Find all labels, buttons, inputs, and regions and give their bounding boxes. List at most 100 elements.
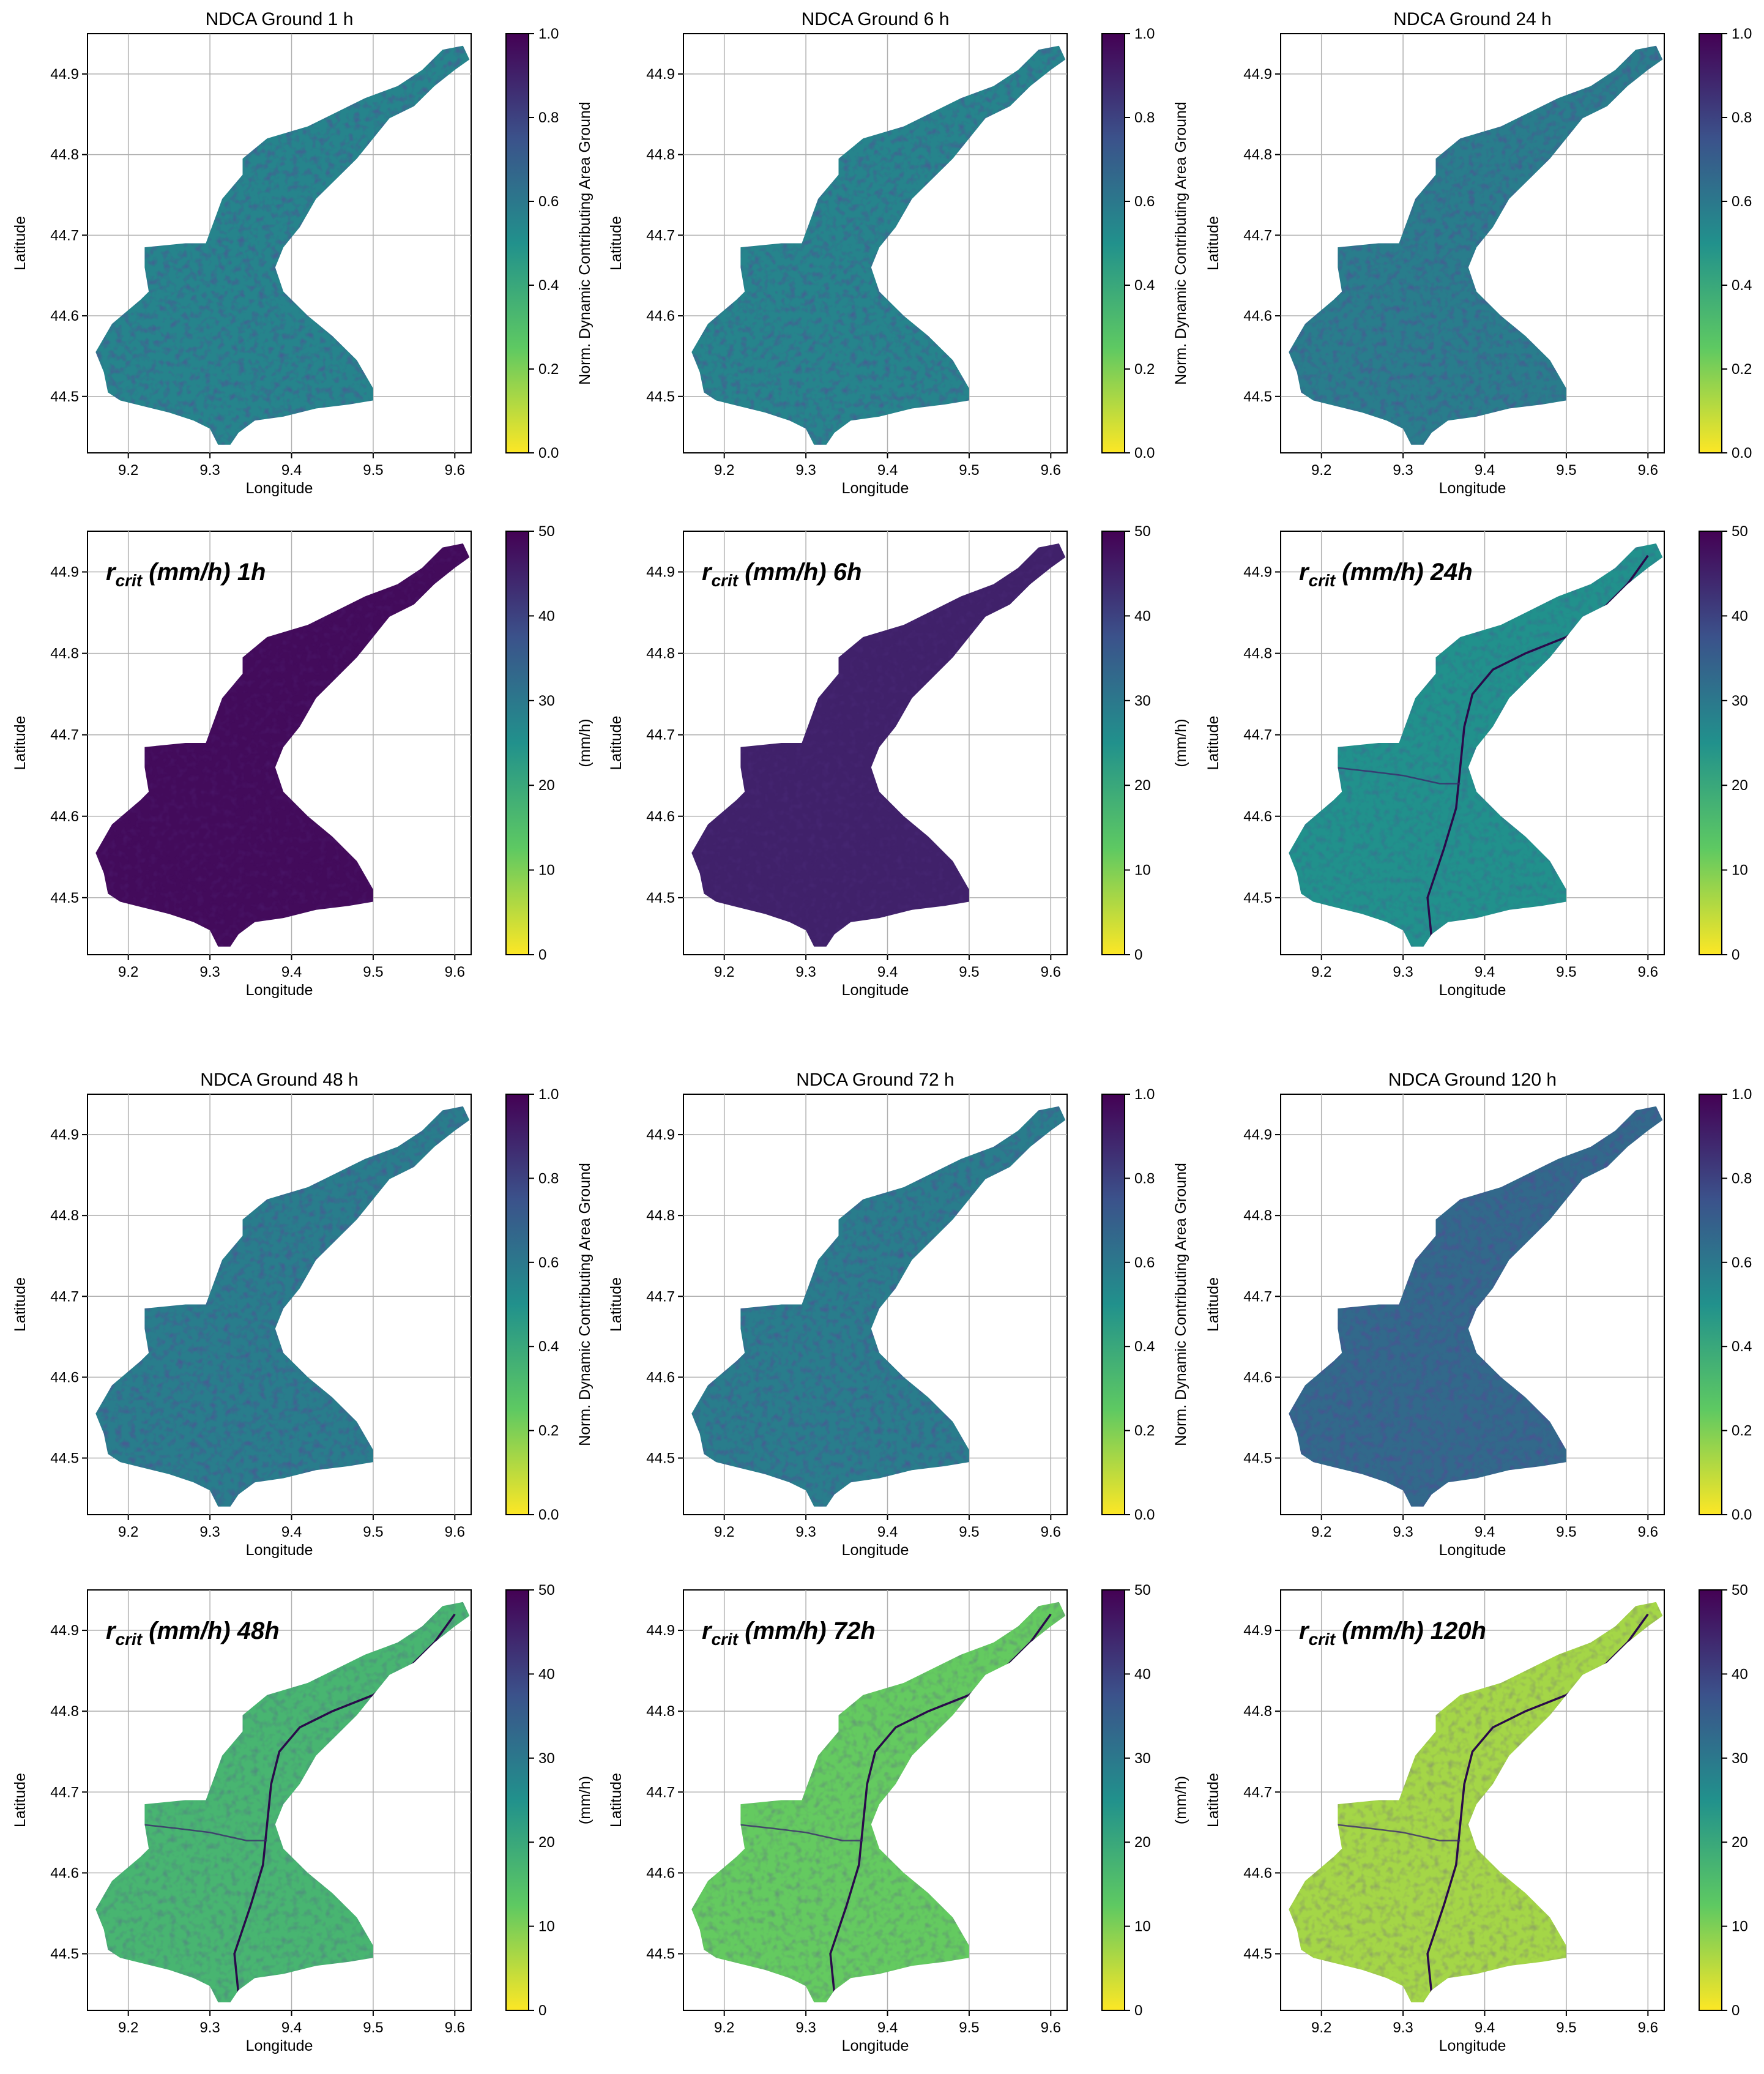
- y-tick-label: 44.8: [50, 1703, 79, 1720]
- x-tick-label: 9.6: [445, 1524, 465, 1540]
- x-tick-label: 9.4: [1475, 2020, 1495, 2036]
- colorbar-tick-label: 0.4: [538, 277, 559, 294]
- colorbar-tick-label: 30: [538, 1750, 555, 1767]
- colorbar: [1101, 33, 1125, 453]
- x-tick-label: 9.4: [281, 2020, 302, 2036]
- colorbar-tick-label: 0.2: [538, 361, 559, 378]
- x-axis-label: Longitude: [1439, 982, 1506, 999]
- x-tick-label: 9.4: [1475, 462, 1495, 479]
- y-axis-label: Latitude: [608, 716, 625, 770]
- x-tick-label: 9.5: [959, 2020, 979, 2036]
- colorbar-tick-label: 0.2: [1134, 1423, 1155, 1439]
- y-tick-label: 44.8: [1243, 147, 1272, 163]
- y-tick-label: 44.5: [50, 389, 79, 405]
- y-axis-label: Latitude: [1205, 716, 1222, 770]
- y-tick-label: 44.7: [646, 227, 675, 244]
- x-tick-label: 9.5: [1556, 462, 1576, 479]
- x-axis-label: Longitude: [246, 1542, 313, 1559]
- panel-label: rcrit (mm/h) 72h: [702, 1617, 876, 1649]
- colorbar-tick-label: 1.0: [1134, 26, 1155, 42]
- y-tick-label: 44.5: [646, 1450, 675, 1467]
- map-panel: 9.2 9.3 9.4 9.5 9.6 44.5 44.6 44.7 44.8 44.9 Longi…: [1205, 1582, 1748, 2054]
- x-tick-label: 9.4: [877, 1524, 898, 1540]
- y-axis-label: Latitude: [12, 1277, 29, 1332]
- x-tick-label: 9.5: [363, 964, 383, 980]
- panel-label: rcrit (mm/h) 6h: [702, 559, 862, 590]
- colorbar-tick-label: 0.6: [1732, 1255, 1752, 1271]
- colorbar-tick-label: 1.0: [538, 1086, 559, 1103]
- colorbar: [1699, 1094, 1722, 1515]
- colorbar-tick-label: 0.6: [1134, 1255, 1155, 1271]
- y-axis-label: Latitude: [1205, 1277, 1222, 1332]
- colorbar: [1699, 531, 1722, 955]
- colorbar-tick-label: 0.4: [1732, 277, 1752, 294]
- y-tick-label: 44.9: [1243, 66, 1272, 83]
- map-panel: 9.2 9.3 9.4 9.5 9.6 44.5 44.6 44.7 44.8 44.9 Longi…: [12, 1582, 594, 2054]
- colorbar-tick-label: 40: [1134, 608, 1151, 624]
- x-tick-label: 9.5: [1556, 1524, 1576, 1540]
- y-tick-label: 44.8: [646, 1703, 675, 1720]
- colorbar-tick-label: 1.0: [1134, 1086, 1155, 1103]
- y-tick-label: 44.7: [1243, 727, 1272, 744]
- y-tick-label: 44.6: [50, 1865, 79, 1881]
- y-axis-label: Latitude: [12, 1773, 29, 1827]
- colorbar-tick-label: 0.0: [1732, 1507, 1752, 1523]
- colorbar-tick-label: 10: [1732, 862, 1748, 879]
- colorbar-tick-label: 40: [1732, 608, 1748, 624]
- x-tick-label: 9.6: [1041, 1524, 1061, 1540]
- x-tick-label: 9.5: [363, 2020, 383, 2036]
- x-tick-label: 9.4: [281, 964, 302, 980]
- x-tick-label: 9.2: [118, 1524, 138, 1540]
- colorbar-tick-label: 50: [538, 1582, 555, 1598]
- x-tick-label: 9.5: [959, 1524, 979, 1540]
- x-axis-label: Longitude: [1439, 2037, 1506, 2054]
- y-tick-label: 44.5: [646, 389, 675, 405]
- colorbar-tick-label: 1.0: [1732, 1086, 1752, 1103]
- colorbar-tick-label: 0.8: [1134, 110, 1155, 126]
- colorbar-label: Norm. Dynamic Contributing Area Ground: [1172, 1163, 1189, 1446]
- x-tick-label: 9.5: [959, 964, 979, 980]
- colorbar-tick-label: 0: [1134, 947, 1142, 963]
- y-tick-label: 44.8: [646, 646, 675, 662]
- x-axis-label: Longitude: [842, 1542, 909, 1559]
- colorbar-tick-label: 0.2: [538, 1423, 559, 1439]
- x-tick-label: 9.6: [1638, 2020, 1658, 2036]
- y-tick-label: 44.5: [50, 1450, 79, 1467]
- river-network: [1333, 766, 1461, 785]
- colorbar-tick-label: 50: [1732, 523, 1748, 540]
- y-axis-label: Latitude: [608, 1277, 625, 1332]
- x-tick-label: 9.2: [714, 462, 734, 479]
- colorbar-tick-label: 0: [1732, 2002, 1740, 2019]
- y-tick-label: 44.5: [1243, 1946, 1272, 1963]
- y-tick-label: 44.6: [1243, 308, 1272, 324]
- panel-title: NDCA Ground 120 h: [1388, 1070, 1557, 1090]
- y-tick-label: 44.9: [1243, 564, 1272, 581]
- y-tick-label: 44.7: [646, 727, 675, 744]
- y-tick-label: 44.5: [646, 1946, 675, 1963]
- x-tick-label: 9.3: [199, 1524, 220, 1540]
- y-tick-label: 44.8: [646, 147, 675, 163]
- y-tick-label: 44.9: [646, 564, 675, 581]
- colorbar-tick-label: 30: [1134, 693, 1151, 709]
- y-tick-label: 44.8: [1243, 1207, 1272, 1224]
- panel-label: rcrit (mm/h) 24h: [1299, 559, 1473, 590]
- panel-title: NDCA Ground 72 h: [796, 1070, 954, 1090]
- colorbar-tick-label: 0.6: [1732, 193, 1752, 210]
- panel-title: NDCA Ground 6 h: [802, 9, 950, 29]
- x-tick-label: 9.6: [1638, 1524, 1658, 1540]
- y-tick-label: 44.5: [50, 1946, 79, 1963]
- x-tick-label: 9.5: [1556, 964, 1576, 980]
- x-tick-label: 9.2: [118, 2020, 138, 2036]
- colorbar: [1699, 33, 1722, 453]
- y-tick-label: 44.9: [1243, 1622, 1272, 1639]
- x-tick-label: 9.2: [118, 964, 138, 980]
- colorbar-label: Norm. Dynamic Contributing Area Ground: [576, 1163, 594, 1446]
- x-tick-label: 9.2: [1311, 2020, 1331, 2036]
- y-tick-label: 44.6: [1243, 808, 1272, 825]
- map-panel: 9.2 9.3 9.4 9.5 9.6 44.5 44.6 44.7 44.8 44.9 Longi…: [608, 1582, 1189, 2054]
- x-axis-label: Longitude: [842, 480, 909, 497]
- colorbar-tick-label: 0.4: [1134, 1338, 1155, 1355]
- x-tick-label: 9.6: [1638, 462, 1658, 479]
- y-tick-label: 44.8: [50, 147, 79, 163]
